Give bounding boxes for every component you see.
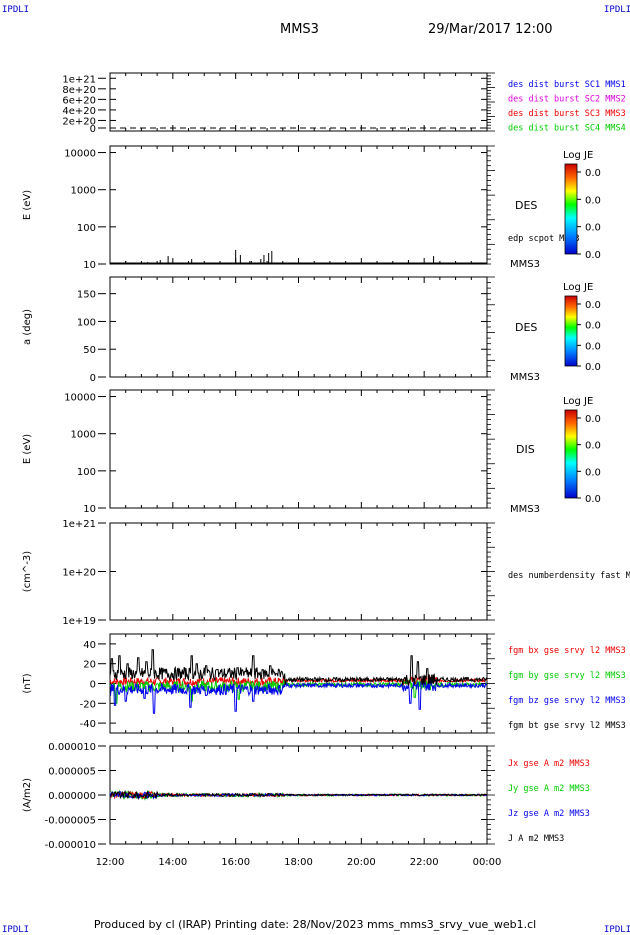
legend-entry: des dist burst SC4 MMS4 (508, 124, 626, 134)
legend-entry: Jx gse A m2 MMS3 (508, 759, 590, 769)
y-axis-label: (cm^-3) (22, 551, 33, 592)
colorbar-tick-label: 0.0 (585, 223, 601, 234)
y-tick-label: 4e+20 (62, 106, 96, 117)
y-tick-label: 10000 (64, 393, 96, 404)
x-tick-label: 12:00 (96, 857, 125, 868)
legend-entry: J A m2 MMS3 (508, 834, 564, 844)
y-axis-label: E (eV) (22, 190, 33, 220)
y-tick-label: -0.000005 (45, 816, 96, 827)
y-tick-label: 10 (83, 504, 96, 515)
corner-label-bl: IPDLI (2, 925, 30, 935)
panel-side-label: MMS3 (510, 504, 540, 515)
y-tick-label: -40 (80, 719, 96, 730)
y-tick-label: 100 (77, 317, 96, 328)
legend-entry: fgm bx gse srvy l2 MMS3 (508, 646, 626, 656)
y-tick-label: -0.000010 (45, 840, 96, 851)
y-tick-label: 0 (90, 373, 96, 384)
jmag-series-line (109, 790, 488, 801)
x-tick-label: 16:00 (221, 857, 250, 868)
y-tick-label: 40 (83, 640, 96, 651)
y-tick-label: 100 (77, 467, 96, 478)
panel-des-energy (109, 145, 488, 265)
y-tick-label: 0.000010 (48, 742, 96, 753)
y-tick-label: 6e+20 (62, 95, 96, 106)
y-tick-label: 10000 (64, 149, 96, 160)
panel-side-label: MMS3 (510, 372, 540, 383)
x-tick-label: 20:00 (347, 857, 376, 868)
corner-label-br: IPDLI (604, 925, 630, 935)
colorbar-tick-label: 0.0 (585, 195, 601, 206)
y-tick-label: 1e+21 (62, 519, 96, 530)
y-axis-label: E (eV) (22, 434, 33, 464)
footer-credits: Produced by cl (IRAP) Printing date: 28/… (93, 918, 537, 931)
legend-entry: fgm bz gse srvy l2 MMS3 (508, 696, 626, 706)
panel-dist-burst (109, 72, 488, 132)
legend-entry: fgm by gse srvy l2 MMS3 (508, 671, 626, 681)
y-tick-label: 1000 (71, 430, 96, 441)
colorbar (564, 163, 578, 255)
legend-entry: Jz gse A m2 MMS3 (508, 809, 590, 819)
panel-inner-label: DIS (516, 443, 535, 456)
y-tick-label: 2e+20 (62, 116, 96, 127)
overlay-label: edp scpot MMS3 (508, 234, 580, 244)
colorbar-tick-label: 0.0 (585, 300, 601, 311)
y-tick-label: 100 (77, 223, 96, 234)
y-axis-label: a (deg) (22, 309, 33, 345)
y-axis-label: (nT) (22, 673, 33, 693)
colorbar-tick-label: 0.0 (585, 494, 601, 505)
colorbar-tick-label: 0.0 (585, 321, 601, 332)
panel-inner-label: DES (515, 321, 537, 334)
colorbar-title: Log JE (563, 396, 593, 407)
y-tick-label: 10 (83, 260, 96, 271)
y-tick-label: 1e+20 (62, 568, 96, 579)
colorbar-tick-label: 0.0 (585, 441, 601, 452)
y-tick-label: 8e+20 (62, 85, 96, 96)
colorbar-tick-label: 0.0 (585, 341, 601, 352)
colorbar-tick-label: 0.0 (585, 467, 601, 478)
legend-entry: Jy gse A m2 MMS3 (508, 784, 590, 794)
colorbar (564, 409, 578, 499)
x-tick-label: 18:00 (284, 857, 313, 868)
y-tick-label: 150 (77, 290, 96, 301)
y-tick-label: 0 (90, 680, 96, 691)
colorbar-tick-label: 0.0 (585, 414, 601, 425)
y-tick-label: -20 (80, 699, 96, 710)
datetime-title: 29/Mar/2017 12:00 (428, 22, 553, 37)
colorbar-tick-label: 0.0 (585, 168, 601, 179)
colorbar (564, 295, 578, 367)
x-tick-label: 14:00 (158, 857, 187, 868)
panel-des-pitch (109, 276, 488, 378)
x-tick-label: 00:00 (473, 857, 502, 868)
colorbar-tick-label: 0.0 (585, 250, 601, 261)
y-tick-label: 0 (90, 124, 96, 135)
legend-entry: des dist burst SC2 MMS2 (508, 95, 626, 105)
bz-series-line (109, 680, 487, 714)
panel-number-density (109, 522, 488, 621)
y-tick-label: 1000 (71, 186, 96, 197)
bt-series-line (109, 649, 488, 686)
corner-label-tr: IPDLI (604, 5, 630, 15)
y-tick-label: 1e+21 (62, 74, 96, 85)
y-tick-label: 20 (83, 660, 96, 671)
colorbar-title: Log JE (563, 282, 593, 293)
y-tick-label: 0.000005 (48, 767, 96, 778)
panel-side-label: MMS3 (510, 259, 540, 270)
legend-entry: des dist burst SC1 MMS1 (508, 80, 626, 90)
panel-dis-energy (109, 389, 488, 509)
colorbar-title: Log JE (563, 150, 593, 161)
y-tick-label: 0.000000 (48, 791, 96, 802)
x-tick-label: 22:00 (410, 857, 439, 868)
legend-entry: fgm bt gse srvy l2 MMS3 (508, 721, 626, 731)
legend-entry: des numberdensity fast M (508, 571, 630, 581)
panel-inner-label: DES (515, 199, 537, 212)
corner-label-tl: IPDLI (2, 5, 30, 15)
colorbar-tick-label: 0.0 (585, 362, 601, 373)
y-axis-label: (A/m2) (22, 778, 33, 812)
y-tick-label: 50 (83, 345, 96, 356)
legend-entry: des dist burst SC3 MMS3 (508, 109, 626, 119)
spacecraft-title: MMS3 (280, 22, 319, 37)
y-tick-label: 1e+19 (62, 616, 96, 627)
